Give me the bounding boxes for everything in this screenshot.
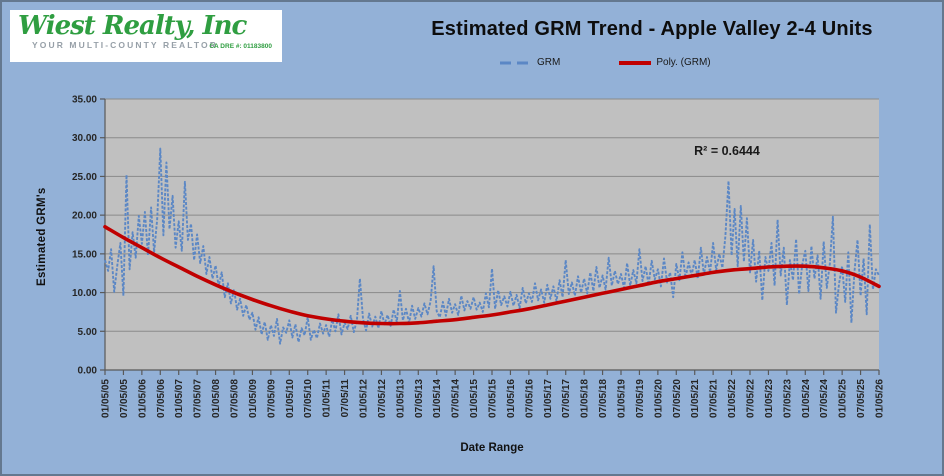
y-tick-label: 0.00	[78, 366, 98, 377]
x-tick-label: 01/05/14	[432, 379, 443, 418]
x-tick-label: 07/05/12	[377, 379, 388, 418]
x-tick-label: 01/05/25	[838, 379, 849, 418]
x-tick-label: 01/05/23	[764, 379, 775, 418]
y-tick-label: 30.00	[72, 133, 97, 144]
x-tick-label: 01/05/21	[690, 379, 701, 418]
x-tick-label: 07/05/07	[193, 379, 204, 418]
x-tick-label: 01/05/17	[543, 379, 554, 418]
grm-line-icon	[500, 61, 532, 64]
x-tick-label: 07/05/17	[561, 379, 572, 418]
y-axis-title: Estimated GRM's	[36, 187, 48, 287]
x-tick-label: 07/05/13	[414, 379, 425, 418]
x-tick-label: 07/05/08	[230, 379, 241, 418]
legend-label-grm: GRM	[537, 57, 561, 68]
logo-license: CA DRE #: 01183800	[209, 43, 272, 50]
x-tick-label: 01/05/20	[653, 379, 664, 418]
y-tick-label: 10.00	[72, 288, 97, 299]
x-tick-label: 01/05/24	[801, 379, 812, 418]
x-tick-label: 01/05/26	[875, 379, 886, 418]
x-tick-label: 01/05/10	[285, 379, 296, 418]
poly-line-icon	[619, 60, 652, 65]
x-tick-label: 07/05/14	[451, 379, 462, 418]
poly-trend-line[interactable]	[103, 225, 881, 326]
x-tick-label: 07/05/25	[856, 379, 867, 418]
grm-series-line[interactable]	[104, 147, 880, 345]
logo: Wiest Realty, Inc YOUR MULTI-COUNTY REAL…	[10, 10, 282, 62]
x-tick-label: 01/05/18	[580, 379, 591, 418]
x-tick-label: 07/05/24	[819, 379, 830, 418]
x-tick-label: 01/05/19	[617, 379, 628, 418]
x-tick-label: 01/05/08	[211, 379, 222, 418]
chart-title: Estimated GRM Trend - Apple Valley 2-4 U…	[431, 18, 873, 40]
legend-label-poly: Poly. (GRM)	[656, 57, 711, 68]
legend: GRM Poly. (GRM)	[499, 57, 711, 68]
x-tick-label: 01/05/16	[506, 379, 517, 418]
legend-item-grm[interactable]: GRM	[499, 57, 560, 68]
x-tick-label: 07/05/05	[119, 379, 130, 418]
x-tick-label: 07/05/16	[524, 379, 535, 418]
x-tick-label: 01/05/15	[469, 379, 480, 418]
x-axis-title: Date Range	[460, 442, 524, 454]
legend-item-poly[interactable]: Poly. (GRM)	[618, 57, 711, 68]
x-tick-label: 01/05/07	[174, 379, 185, 418]
x-tick-label: 01/05/06	[137, 379, 148, 418]
y-tick-label: 15.00	[72, 249, 97, 260]
logo-name: Wiest Realty, Inc	[18, 11, 247, 41]
x-tick-label: 01/05/12	[359, 379, 370, 418]
r-squared-annotation: R² = 0.6444	[694, 144, 760, 158]
x-tick-label: 07/05/20	[672, 379, 683, 418]
x-tick-label: 01/05/11	[322, 379, 333, 418]
x-tick-label: 01/05/09	[248, 379, 259, 418]
y-tick-label: 25.00	[72, 172, 97, 183]
x-tick-label: 07/05/22	[746, 379, 757, 418]
x-tick-label: 07/05/06	[156, 379, 167, 418]
x-tick-label: 07/05/21	[709, 379, 720, 418]
x-tick-label: 07/05/10	[303, 379, 314, 418]
plot-background[interactable]	[105, 99, 879, 370]
logo-tagline: YOUR MULTI-COUNTY REALTOR	[32, 40, 218, 50]
y-tick-label: 5.00	[78, 327, 98, 338]
x-tick-label: 07/05/23	[782, 379, 793, 418]
x-tick-label: 07/05/11	[340, 379, 351, 418]
y-tick-label: 35.00	[72, 95, 97, 106]
x-tick-label: 01/05/13	[395, 379, 406, 418]
x-tick-label: 07/05/15	[488, 379, 499, 418]
x-tick-label: 07/05/09	[266, 379, 277, 418]
y-tick-label: 20.00	[72, 211, 97, 222]
x-tick-label: 01/05/05	[101, 379, 112, 418]
x-tick-label: 07/05/19	[635, 379, 646, 418]
x-tick-label: 07/05/18	[598, 379, 609, 418]
x-tick-label: 01/05/22	[727, 379, 738, 418]
